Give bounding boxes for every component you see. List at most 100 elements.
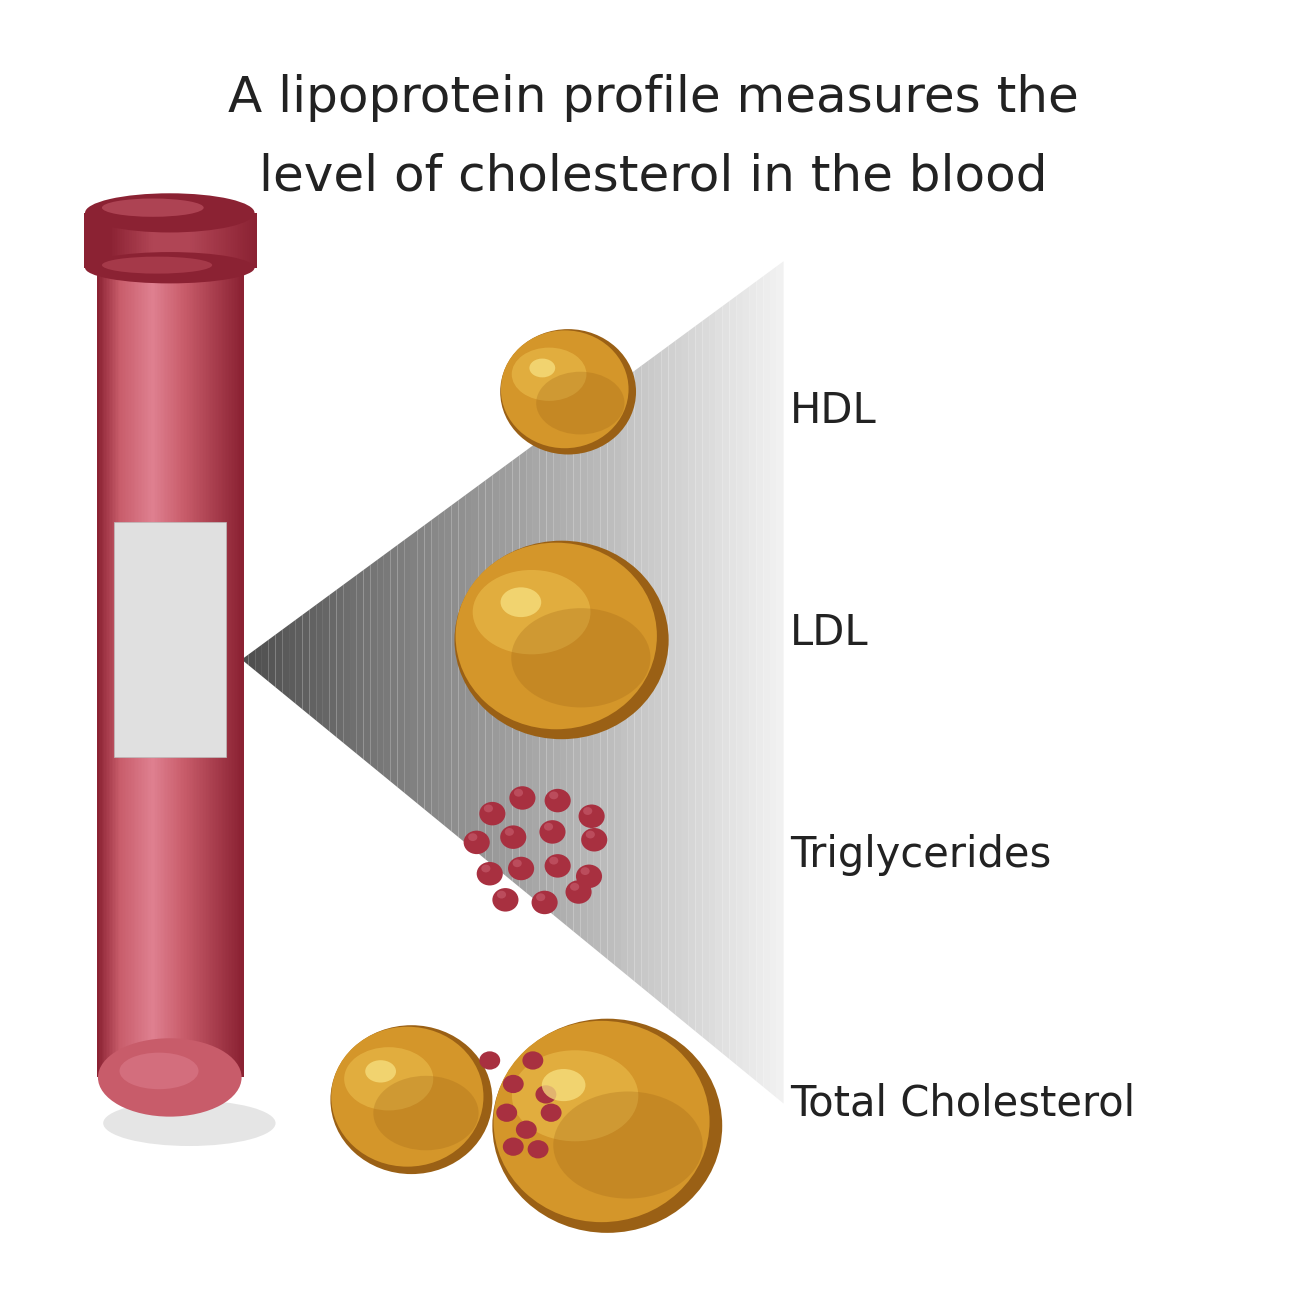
Polygon shape [363, 565, 371, 765]
Ellipse shape [481, 865, 491, 872]
Bar [218, 261, 221, 1077]
Bar [234, 213, 236, 268]
Ellipse shape [550, 791, 559, 799]
Polygon shape [777, 261, 784, 1104]
Text: Total Cholesterol: Total Cholesterol [790, 1083, 1135, 1124]
Polygon shape [357, 569, 363, 760]
Bar [197, 213, 200, 268]
Bar [202, 213, 205, 268]
Bar [179, 213, 182, 268]
Ellipse shape [483, 804, 494, 812]
Ellipse shape [492, 1019, 722, 1233]
Ellipse shape [366, 1060, 396, 1083]
Bar [114, 261, 116, 1077]
Bar [218, 213, 221, 268]
Bar [166, 213, 170, 268]
Ellipse shape [550, 857, 559, 865]
Bar [197, 261, 200, 1077]
Bar [213, 261, 215, 1077]
Polygon shape [546, 431, 554, 914]
Bar [180, 261, 183, 1077]
Bar [238, 213, 242, 268]
Ellipse shape [374, 1076, 478, 1151]
Bar [154, 261, 157, 1077]
Polygon shape [696, 321, 703, 1037]
Ellipse shape [509, 786, 535, 810]
Bar [251, 213, 253, 268]
Bar [183, 261, 185, 1077]
Polygon shape [323, 594, 329, 731]
Bar [104, 213, 107, 268]
Bar [127, 213, 131, 268]
Polygon shape [526, 445, 533, 899]
Bar [125, 213, 128, 268]
Text: Triglycerides: Triglycerides [790, 835, 1051, 876]
Bar [162, 261, 166, 1077]
Ellipse shape [98, 247, 242, 276]
Ellipse shape [535, 1085, 556, 1104]
Bar [110, 261, 114, 1077]
Ellipse shape [500, 825, 526, 849]
Polygon shape [445, 505, 452, 832]
Polygon shape [560, 421, 567, 926]
Bar [193, 261, 196, 1077]
Ellipse shape [492, 888, 518, 912]
Polygon shape [763, 272, 771, 1092]
Bar [94, 213, 98, 268]
Bar [110, 213, 112, 268]
Polygon shape [573, 410, 580, 938]
Polygon shape [675, 336, 682, 1020]
Ellipse shape [496, 1104, 517, 1122]
Bar [214, 261, 218, 1077]
Polygon shape [654, 351, 662, 1003]
Text: level of cholesterol in the blood: level of cholesterol in the blood [259, 153, 1047, 200]
Bar [201, 213, 204, 268]
Bar [196, 261, 199, 1077]
Bar [167, 261, 170, 1077]
Ellipse shape [102, 199, 204, 217]
Bar [174, 261, 176, 1077]
Bar [142, 261, 145, 1077]
Bar [238, 261, 240, 1077]
Bar [176, 213, 180, 268]
Bar [104, 261, 107, 1077]
Bar [157, 213, 159, 268]
Bar [210, 261, 213, 1077]
Bar [185, 213, 188, 268]
Bar [252, 213, 255, 268]
Ellipse shape [102, 256, 212, 273]
Polygon shape [682, 330, 688, 1027]
Bar [121, 213, 125, 268]
Polygon shape [431, 515, 438, 820]
Ellipse shape [513, 789, 522, 797]
Bar [187, 261, 189, 1077]
Bar [155, 261, 158, 1077]
Bar [235, 261, 238, 1077]
Bar [127, 261, 129, 1077]
Ellipse shape [508, 857, 534, 880]
Bar [236, 261, 239, 1077]
Bar [201, 261, 205, 1077]
Bar [99, 213, 103, 268]
Text: LDL: LDL [790, 613, 868, 654]
Bar [215, 213, 219, 268]
Polygon shape [743, 286, 750, 1076]
Bar [129, 261, 132, 1077]
Bar [101, 261, 103, 1077]
Bar [165, 261, 167, 1077]
Bar [119, 213, 121, 268]
Bar [145, 261, 148, 1077]
Bar [200, 261, 202, 1077]
Polygon shape [628, 371, 635, 982]
Polygon shape [716, 306, 722, 1054]
Bar [158, 213, 161, 268]
Bar [91, 213, 94, 268]
Bar [171, 261, 174, 1077]
Bar [124, 213, 127, 268]
Polygon shape [533, 440, 539, 904]
Bar [219, 261, 222, 1077]
Polygon shape [771, 266, 777, 1098]
Bar [114, 213, 116, 268]
Bar [222, 261, 225, 1077]
Polygon shape [622, 376, 628, 976]
